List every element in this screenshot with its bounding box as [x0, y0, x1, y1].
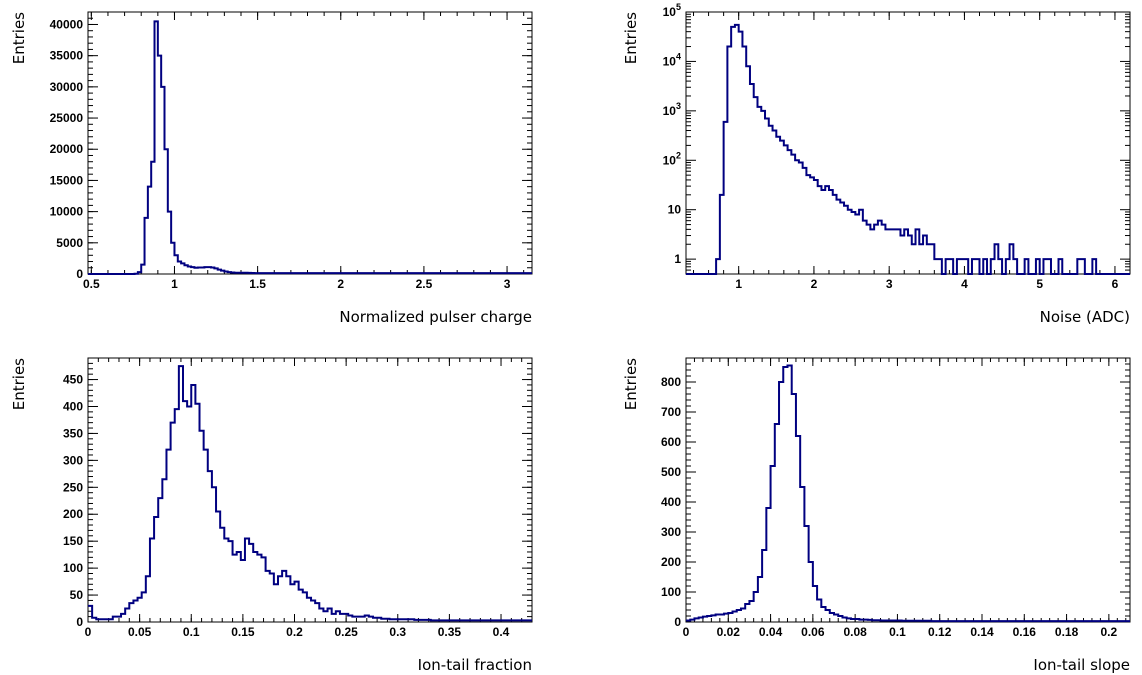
- plot-frame: [685, 11, 1131, 275]
- y-tick-label: 10: [668, 203, 682, 217]
- x-tick-label: 0.15: [231, 625, 255, 639]
- x-tick-label: 0.05: [128, 625, 152, 639]
- y-tick-label: 0: [674, 615, 681, 629]
- x-tick-label: 0.06: [801, 625, 825, 639]
- y-tick-label: 400: [661, 495, 681, 509]
- x-tick-label: 0.16: [1013, 625, 1037, 639]
- x-tick-label: 0.3: [389, 625, 406, 639]
- plot-frame: [87, 357, 533, 623]
- y-tick-label: 103: [663, 101, 681, 118]
- x-axis-title: Noise (ADC): [1040, 308, 1130, 326]
- x-tick-label: 6: [1112, 277, 1119, 291]
- x-tick-label: 0.12: [928, 625, 952, 639]
- y-tick-label: 10000: [50, 205, 84, 219]
- panel-2: 1 2 3 4 5 6 1 10 102 103 104 105 Noise (ADC) Entries: [622, 2, 1131, 326]
- x-tick-label: 1: [735, 277, 742, 291]
- y-tick-label: 102: [663, 150, 681, 167]
- x-tick-label: 0.4: [493, 625, 510, 639]
- y-tick-label: 0: [76, 267, 83, 281]
- y-tick-label: 300: [63, 453, 83, 467]
- y-tick-label: 1: [674, 252, 681, 266]
- histogram-series: [686, 364, 1130, 623]
- y-axis-title: Entries: [10, 12, 28, 64]
- x-tick-label: 3: [504, 277, 511, 291]
- x-tick-label: 1.5: [249, 277, 266, 291]
- x-tick-label: 0: [683, 625, 690, 639]
- x-tick-label: 0.2: [286, 625, 303, 639]
- y-tick-label: 5000: [56, 236, 83, 250]
- y-tick-label: 105: [663, 2, 681, 19]
- y-tick-label: 150: [63, 534, 83, 548]
- x-axis-title: Ion-tail fraction: [418, 656, 532, 674]
- y-tick-label: 100: [661, 585, 681, 599]
- y-tick-label: 400: [63, 399, 83, 413]
- histogram-series: [88, 20, 532, 275]
- y-tick-label: 20000: [50, 142, 84, 156]
- x-tick-label: 2.5: [416, 277, 433, 291]
- x-tick-label: 0.1: [183, 625, 200, 639]
- x-tick-label: 5: [1036, 277, 1043, 291]
- y-tick-label: 250: [63, 480, 83, 494]
- x-tick-label: 3: [886, 277, 893, 291]
- x-axis-title: Ion-tail slope: [1033, 656, 1130, 674]
- y-tick-label: 300: [661, 525, 681, 539]
- y-tick-label: 700: [661, 405, 681, 419]
- y-tick-label: 50: [70, 588, 84, 602]
- y-tick-label: 600: [661, 435, 681, 449]
- x-tick-label: 0.18: [1055, 625, 1079, 639]
- y-tick-label: 200: [63, 507, 83, 521]
- panel-4: 0 0.02 0.04 0.06 0.08 0.1 0.12 0.14 0.16 0.18 0.2 0…: [622, 357, 1131, 674]
- y-tick-label: 25000: [50, 111, 84, 125]
- y-axis-title: Entries: [622, 358, 640, 410]
- y-tick-label: 450: [63, 373, 83, 387]
- x-tick-label: 1: [171, 277, 178, 291]
- x-tick-label: 2: [337, 277, 344, 291]
- histogram-series: [686, 23, 1130, 275]
- x-tick-label: 0.25: [334, 625, 358, 639]
- x-tick-label: 0.1: [889, 625, 906, 639]
- x-tick-label: 0.35: [438, 625, 462, 639]
- x-tick-label: 0: [85, 625, 92, 639]
- y-tick-label: 15000: [50, 173, 84, 187]
- y-tick-label: 40000: [50, 17, 84, 31]
- y-tick-label: 0: [76, 615, 83, 629]
- x-tick-label: 0.08: [843, 625, 867, 639]
- x-axis-title: Normalized pulser charge: [339, 308, 532, 326]
- y-tick-label: 800: [661, 375, 681, 389]
- y-axis-title: Entries: [622, 12, 640, 64]
- plot-frame: [685, 357, 1131, 623]
- panel-3: 0 0.05 0.1 0.15 0.2 0.25 0.3 0.35 0.4 0 50 100 150 20…: [10, 357, 533, 674]
- y-tick-label: 30000: [50, 80, 84, 94]
- y-tick-label: 500: [661, 465, 681, 479]
- x-tick-label: 2: [811, 277, 818, 291]
- y-tick-label: 100: [63, 561, 83, 575]
- x-tick-label: 0.02: [717, 625, 741, 639]
- x-tick-label: 0.5: [83, 277, 100, 291]
- histogram-series: [88, 365, 532, 622]
- y-axis-title: Entries: [10, 358, 28, 410]
- panel-1: 0.5 1 1.5 2 2.5 3 0 5000 10000 15000 20000 25000 300…: [10, 11, 533, 326]
- y-tick-label: 35000: [50, 49, 84, 63]
- x-tick-label: 0.04: [759, 625, 783, 639]
- x-tick-label: 0.14: [970, 625, 994, 639]
- y-tick-label: 104: [663, 51, 681, 68]
- x-tick-label: 4: [961, 277, 968, 291]
- x-tick-label: 0.2: [1101, 625, 1118, 639]
- y-tick-label: 350: [63, 426, 83, 440]
- y-tick-label: 200: [661, 555, 681, 569]
